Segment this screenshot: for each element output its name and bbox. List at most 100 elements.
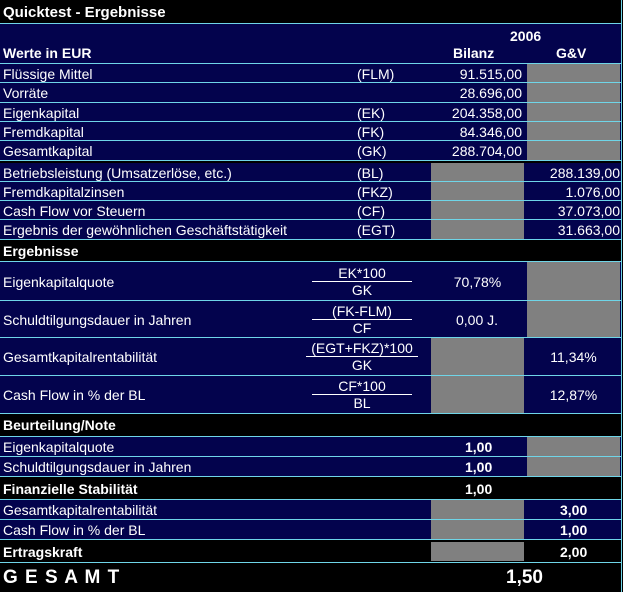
- row-abbreviation: (EK): [357, 105, 385, 121]
- grade-label: Schuldtilgungsdauer in Jahren: [3, 459, 192, 475]
- empty-cell: [527, 457, 620, 476]
- total-row: [0, 563, 622, 591]
- result-label: Cash Flow in % der BL: [3, 387, 146, 403]
- title-bar: [0, 0, 622, 24]
- values-label: Werte in EUR: [3, 45, 92, 61]
- guv-value: 1.076,00: [565, 184, 621, 200]
- row-label: Fremdkapitalzinsen: [3, 184, 125, 200]
- grade-value: 1,00: [560, 522, 588, 538]
- row-abbreviation: (FLM): [357, 66, 395, 82]
- formula: CF*100 BL: [312, 378, 412, 411]
- grade-value: 3,00: [560, 502, 588, 518]
- row-label: Flüssige Mittel: [3, 66, 93, 82]
- section-heading: Beurteilung/Note: [3, 417, 116, 433]
- empty-cell: [527, 301, 620, 337]
- guv-value: 288.139,00: [549, 165, 620, 181]
- row-label: Gesamtkapital: [3, 143, 93, 159]
- guv-value: 37.073,00: [557, 203, 620, 219]
- bilanz-value: 288.704,00: [451, 143, 522, 159]
- empty-cell: [527, 83, 620, 102]
- grade-row: [0, 437, 622, 457]
- empty-cell: [431, 163, 524, 181]
- formula-numerator: EK*100: [312, 265, 412, 282]
- section-beurteilung: [0, 414, 622, 437]
- grade-subtotal-value: 1,00: [465, 481, 493, 497]
- empty-cell: [431, 376, 524, 413]
- empty-cell: [431, 520, 524, 539]
- formula-denominator: GK: [351, 282, 373, 298]
- column-header-guv: G&V: [556, 45, 587, 61]
- empty-cell: [527, 262, 620, 300]
- formula: EK*100 GK: [312, 265, 412, 298]
- row-label: Betriebsleistung (Umsatzerlöse, etc.): [3, 165, 232, 181]
- formula-numerator: (FK-FLM): [312, 303, 412, 320]
- empty-cell: [431, 182, 524, 200]
- row-abbreviation: (GK): [357, 143, 387, 159]
- empty-cell: [527, 103, 620, 121]
- row-abbreviation: (FKZ): [357, 184, 393, 200]
- table-row: [0, 83, 622, 103]
- result-label: Gesamtkapitalrentabilität: [3, 349, 158, 365]
- grade-value: 1,00: [465, 459, 493, 475]
- empty-cell: [527, 122, 620, 140]
- row-abbreviation: (FK): [357, 124, 385, 140]
- empty-cell: [527, 141, 620, 160]
- bilanz-value: 84.346,00: [459, 124, 522, 140]
- row-label: Vorräte: [3, 85, 49, 101]
- row-abbreviation: (BL): [357, 165, 384, 181]
- section-ergebnisse: [0, 240, 622, 262]
- bilanz-value: 91.515,00: [459, 66, 522, 82]
- empty-cell: [431, 542, 524, 561]
- section-heading: Ergebnisse: [3, 243, 79, 259]
- grade-subtotal-row: [0, 477, 622, 500]
- empty-cell: [431, 500, 524, 519]
- bilanz-value: 70,78%: [453, 274, 502, 290]
- total-value: 1,50: [506, 567, 543, 588]
- table-row: [0, 64, 622, 83]
- formula: (EGT+FKZ)*100 GK: [306, 340, 418, 373]
- grade-label: Cash Flow in % der BL: [3, 522, 146, 538]
- empty-cell: [431, 201, 524, 219]
- table-row: [0, 103, 622, 122]
- table-row: [0, 141, 622, 161]
- row-label: Eigenkapital: [3, 105, 80, 121]
- total-label: G E S A M T: [3, 567, 121, 588]
- bilanz-value: 0,00 J.: [456, 312, 499, 328]
- grade-subtotal-label: Ertragskraft: [3, 544, 83, 560]
- grade-label: Gesamtkapitalrentabilität: [3, 502, 158, 518]
- result-row: [0, 262, 622, 301]
- row-label: Cash Flow vor Steuern: [3, 203, 146, 219]
- grade-subtotal-row: [0, 540, 622, 563]
- table-row: [0, 122, 622, 141]
- formula-numerator: (EGT+FKZ)*100: [306, 340, 418, 357]
- grade-value: 1,00: [465, 439, 493, 455]
- empty-cell: [527, 437, 620, 456]
- right-border: [621, 0, 622, 592]
- row-abbreviation: (CF): [357, 203, 385, 219]
- guv-value: 11,34%: [550, 349, 597, 365]
- formula-denominator: GK: [351, 357, 373, 373]
- result-row: [0, 301, 622, 338]
- row-label: Fremdkapital: [3, 124, 84, 140]
- empty-cell: [431, 220, 524, 239]
- formula-denominator: CF: [352, 320, 372, 336]
- formula: (FK-FLM) CF: [312, 303, 412, 336]
- column-header-bilanz: Bilanz: [453, 45, 495, 61]
- page-title: Quicktest - Ergebnisse: [3, 4, 166, 21]
- formula-numerator: CF*100: [312, 378, 412, 395]
- bilanz-value: 28.696,00: [459, 85, 522, 101]
- empty-cell: [431, 338, 524, 375]
- guv-value: 12,87%: [549, 387, 598, 403]
- row-abbreviation: (EGT): [357, 222, 396, 238]
- result-label: Eigenkapitalquote: [3, 274, 115, 290]
- grade-label: Eigenkapitalquote: [3, 439, 115, 455]
- result-label: Schuldtilgungsdauer in Jahren: [3, 312, 192, 328]
- row-label: Ergebnis der gewöhnlichen Geschäftstätig…: [3, 222, 288, 238]
- grade-subtotal-label: Finanzielle Stabilität: [3, 481, 138, 497]
- empty-cell: [527, 64, 620, 82]
- year-label: 2006: [510, 28, 542, 44]
- bilanz-value: 204.358,00: [451, 105, 522, 121]
- guv-value: 31.663,00: [557, 222, 620, 238]
- table-header: [0, 24, 622, 64]
